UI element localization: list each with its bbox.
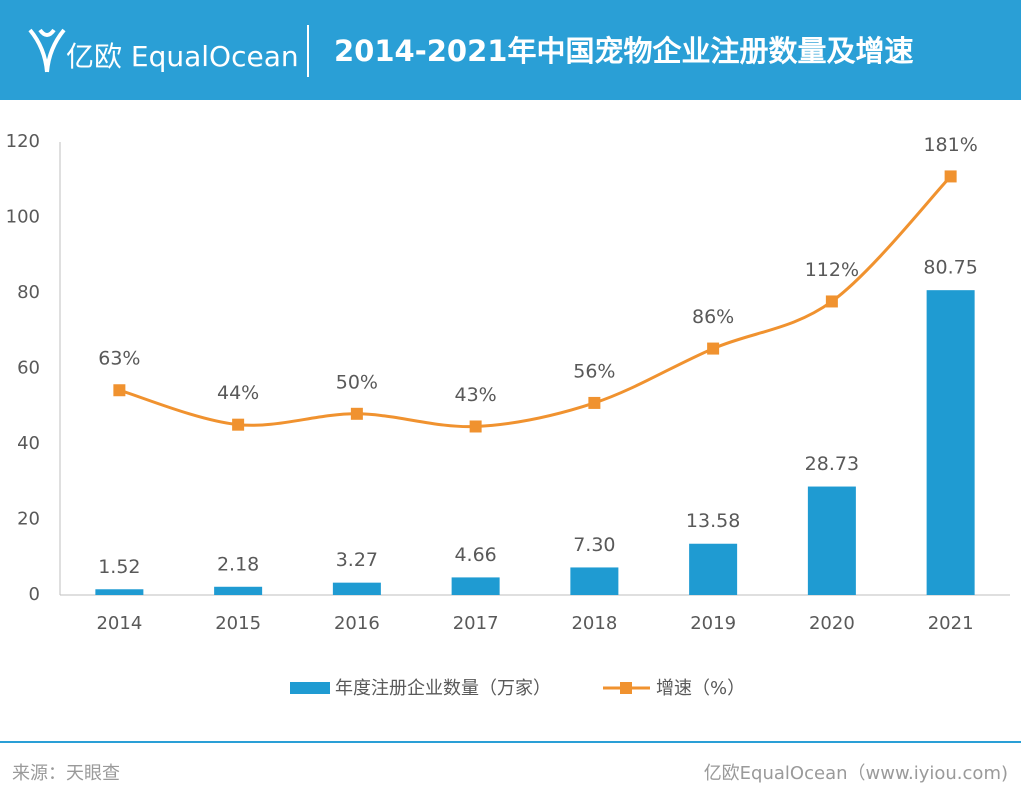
bar-value-label: 2.18 (217, 553, 259, 575)
legend-marker (620, 682, 632, 694)
line-marker (588, 396, 601, 409)
y-tick-label: 100 (6, 207, 40, 228)
line-marker (232, 418, 245, 431)
x-tick-label: 2014 (96, 613, 142, 634)
legend-label: 年度注册企业数量（万家） (335, 678, 551, 699)
bar (332, 582, 381, 595)
line-value-label: 44% (217, 382, 259, 404)
y-tick-label: 80 (17, 282, 40, 303)
line-marker (707, 342, 720, 355)
line-value-label: 63% (98, 348, 140, 370)
logo-text: 亿欧 EqualOcean (66, 40, 299, 73)
footer-site: 亿欧EqualOcean（www.iyiou.com) (704, 763, 1008, 784)
bar-value-label: 3.27 (336, 549, 378, 571)
line-value-label: 56% (573, 360, 615, 382)
bar (451, 577, 500, 595)
line-value-label: 43% (455, 384, 497, 406)
logo-icon (28, 28, 66, 73)
x-tick-label: 2020 (809, 613, 855, 634)
line-marker (825, 295, 838, 308)
line-marker (944, 170, 957, 183)
x-tick-label: 2021 (928, 613, 974, 634)
line-marker (113, 384, 126, 397)
x-tick-label: 2015 (215, 613, 261, 634)
bar-value-label: 80.75 (923, 257, 977, 279)
footer-source: 来源：天眼查 (12, 763, 120, 784)
header-title: 2014-2021年中国宠物企业注册数量及增速 (334, 34, 913, 68)
line-value-label: 50% (336, 371, 378, 393)
line-marker (350, 407, 363, 420)
bar-value-label: 28.73 (805, 453, 859, 475)
y-tick-label: 120 (6, 131, 40, 152)
y-tick-label: 0 (29, 584, 40, 605)
bar (926, 290, 975, 595)
bar-value-label: 7.30 (573, 534, 615, 556)
bar (95, 589, 144, 595)
y-tick-label: 40 (17, 433, 40, 454)
line-value-label: 181% (923, 134, 977, 156)
x-tick-label: 2017 (453, 613, 499, 634)
legend-swatch (290, 682, 330, 694)
bar-value-label: 1.52 (98, 556, 140, 578)
x-tick-label: 2016 (334, 613, 380, 634)
bar (214, 586, 263, 595)
bar-value-label: 13.58 (686, 510, 740, 532)
header-band (0, 0, 1021, 100)
bar (570, 567, 619, 595)
bar (807, 486, 856, 595)
bar (689, 543, 738, 595)
legend-label: 增速（%） (656, 678, 745, 699)
y-tick-label: 20 (17, 509, 40, 530)
x-tick-label: 2018 (571, 613, 617, 634)
bar-value-label: 4.66 (454, 544, 496, 566)
line-value-label: 86% (692, 306, 734, 328)
line-value-label: 112% (805, 259, 859, 281)
x-tick-label: 2019 (690, 613, 736, 634)
y-tick-label: 60 (17, 358, 40, 379)
line-marker (469, 420, 482, 433)
